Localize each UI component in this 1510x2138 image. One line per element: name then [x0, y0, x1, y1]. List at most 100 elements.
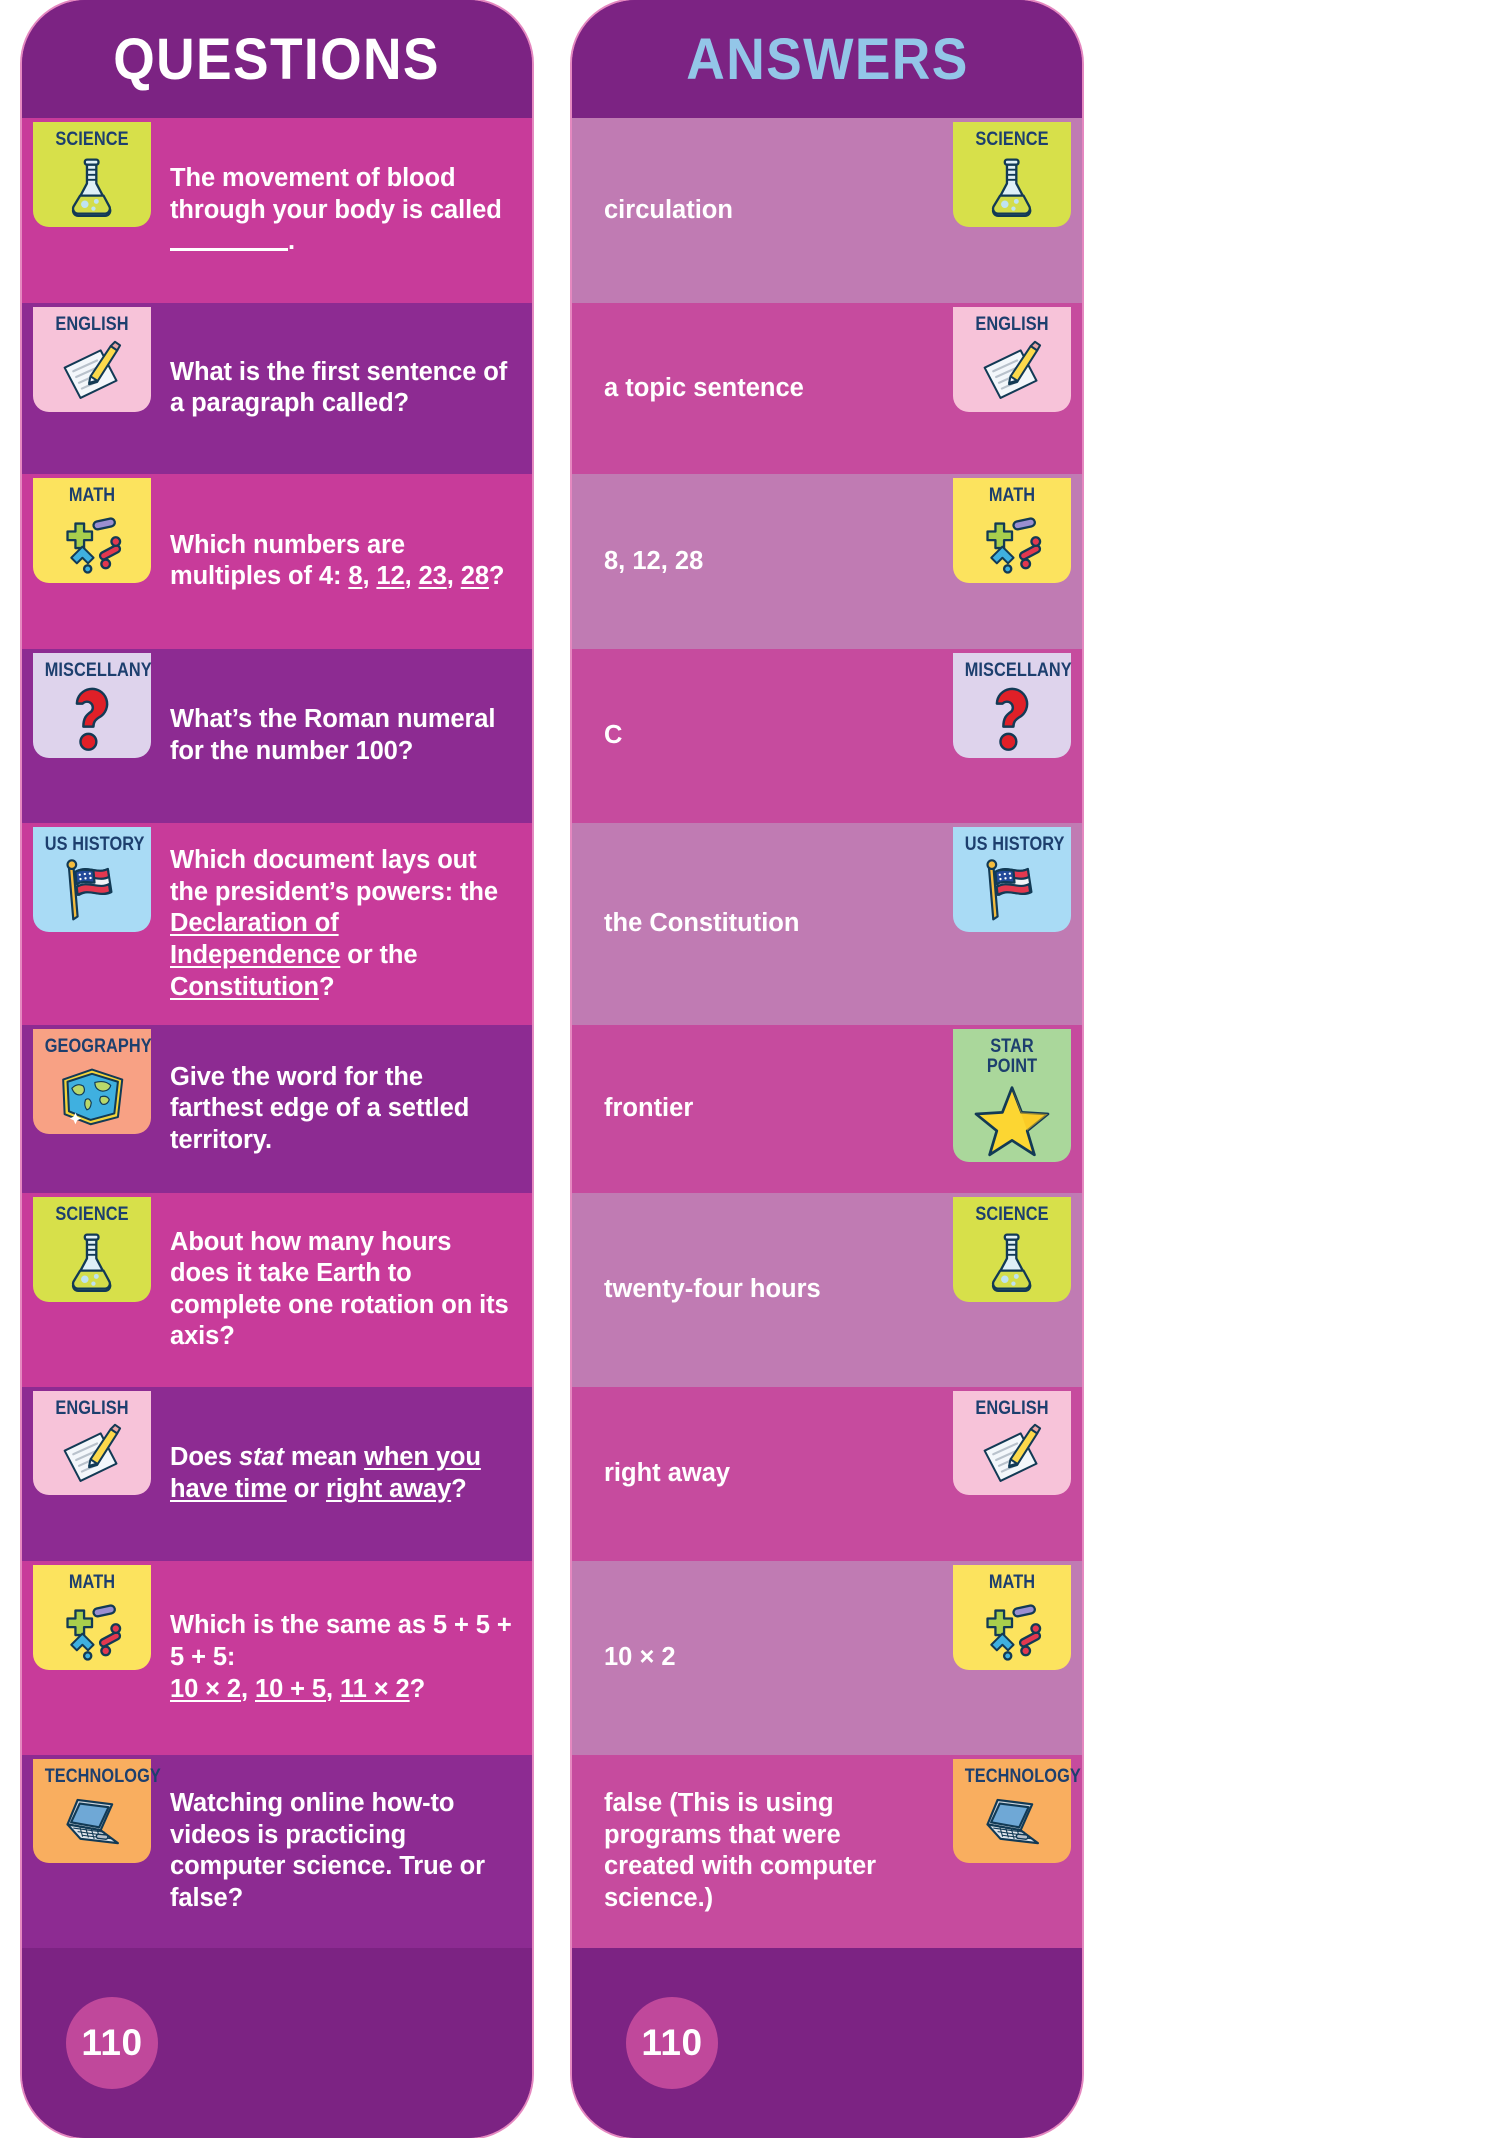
subject-badge-cell: TECHNOLOGY	[22, 1755, 162, 1948]
page-number-badge: 110	[66, 1997, 158, 2089]
question-text: Which numbers are multiples of 4: 8, 12,…	[170, 530, 505, 591]
question-row: SCIENCE About how many hours does it tak…	[22, 1193, 532, 1387]
subject-badge-math: MATH	[33, 478, 151, 584]
question-text-cell: Does stat mean when you have time or rig…	[162, 1387, 532, 1562]
question-row: MATH Which numbers are multiples of 4: 8…	[22, 474, 532, 649]
subject-badge-star-point: STAR POINT	[953, 1029, 1071, 1163]
subject-badge-english: ENGLISH	[953, 1390, 1071, 1496]
subject-badge-label: US HISTORY	[964, 834, 1065, 856]
answer-text: false (This is using programs that were …	[604, 1789, 877, 1912]
subject-badge-us-history: US HISTORY	[33, 827, 151, 933]
subject-badge-label: SCIENCE	[55, 1204, 129, 1226]
question-row: MATH Which is the same as 5 + 5 + 5 + 5:…	[22, 1561, 532, 1755]
subject-badge-cell: GEOGRAPHY	[22, 1025, 162, 1193]
subject-badge-label: MISCELLANY	[44, 659, 152, 681]
subject-badge-cell: ENGLISH	[942, 303, 1082, 474]
question-row: SCIENCE The movement of blood through yo…	[22, 118, 532, 303]
subject-badge-technology: TECHNOLOGY	[953, 1758, 1081, 1864]
subject-badge-label: GEOGRAPHY	[44, 1036, 152, 1058]
question-text: Watching online how-to videos is practic…	[170, 1789, 485, 1912]
question-text: What’s the Roman numeral for the number …	[170, 705, 496, 765]
answer-text-cell: twenty-four hours	[572, 1193, 942, 1386]
subject-badge-technology: TECHNOLOGY	[33, 1758, 161, 1864]
subject-badge-english: ENGLISH	[33, 306, 151, 412]
question-text: Does stat mean when you have time or rig…	[170, 1443, 481, 1503]
questions-card: QUESTIONS SCIENCE The movement of blood …	[22, 0, 532, 2138]
question-text: The movement of blood through your body …	[170, 164, 502, 256]
answer-text: 10 × 2	[604, 1643, 676, 1672]
question-row: MISCELLANY What’s the Roman numeral for …	[22, 648, 532, 824]
question-text-cell: Which document lays out the president’s …	[162, 823, 532, 1025]
subject-badge-label: ENGLISH	[55, 313, 129, 335]
answer-text: twenty-four hours	[604, 1274, 821, 1303]
answer-text-cell: circulation	[572, 118, 942, 303]
answer-text-cell: the Constitution	[572, 823, 942, 1025]
subject-badge-miscellany: MISCELLANY	[33, 652, 152, 758]
subject-badge-cell: SCIENCE	[22, 118, 162, 303]
subject-badge-label: MATH	[988, 485, 1036, 507]
world-map-icon	[62, 1068, 124, 1126]
subject-badge-math: MATH	[33, 1565, 151, 1671]
question-text: Which document lays out the president’s …	[170, 846, 498, 1001]
question-text: Which is the same as 5 + 5 + 5 + 5: 10 × …	[170, 1611, 512, 1703]
subject-badge-label: TECHNOLOGY	[964, 1765, 1081, 1787]
subject-badge-label: SCIENCE	[55, 129, 129, 150]
subject-badge-cell: SCIENCE	[942, 1193, 1082, 1386]
answer-text-cell: right away	[572, 1387, 942, 1562]
subject-badge-cell: MATH	[942, 474, 1082, 649]
answer-text: 8, 12, 28	[604, 546, 704, 575]
paper-pencil-icon	[63, 1424, 122, 1483]
math-symbols-icon	[986, 517, 1042, 574]
math-symbols-icon	[66, 1604, 122, 1661]
question-text-cell: Give the word for the farthest edge of a…	[162, 1025, 532, 1193]
answer-row: right away ENGLISH	[572, 1386, 1082, 1562]
subject-badge-cell: MATH	[942, 1561, 1082, 1754]
question-text-cell: What’s the Roman numeral for the number …	[162, 649, 532, 824]
answers-card: ANSWERS circulation SCIENCE a topic sente…	[572, 0, 1082, 2138]
star-icon	[974, 1086, 1050, 1157]
question-text-cell: Watching online how-to videos is practic…	[162, 1755, 532, 1948]
question-row: ENGLISH Does stat mean when you have tim…	[22, 1386, 532, 1562]
answer-text-cell: C	[572, 649, 942, 824]
flask-icon	[991, 1233, 1032, 1292]
answer-text: circulation	[604, 195, 733, 224]
subject-badge-label: SCIENCE	[975, 1204, 1049, 1226]
laptop-icon	[986, 1799, 1039, 1845]
subject-badge-cell: US HISTORY	[22, 823, 162, 1025]
subject-badge-science: SCIENCE	[953, 1197, 1071, 1302]
question-mark-icon	[995, 687, 1029, 751]
subject-badge-english: ENGLISH	[953, 306, 1071, 412]
paper-pencil-icon	[983, 1424, 1042, 1483]
subject-badge-science: SCIENCE	[33, 1197, 151, 1302]
question-text: Give the word for the farthest edge of a…	[170, 1062, 470, 1154]
subject-badge-label: ENGLISH	[55, 1397, 129, 1419]
laptop-icon	[66, 1799, 119, 1845]
flask-icon	[991, 158, 1032, 217]
subject-badge-geography: GEOGRAPHY	[33, 1029, 152, 1135]
subject-badge-cell: TECHNOLOGY	[942, 1755, 1082, 1948]
answer-text: right away	[604, 1459, 731, 1487]
subject-badge-cell: ENGLISH	[22, 1387, 162, 1562]
subject-badge-label: ENGLISH	[975, 1397, 1049, 1419]
answer-row: 10 × 2 MATH	[572, 1561, 1082, 1755]
subject-badge-math: MATH	[953, 478, 1071, 584]
subject-badge-miscellany: MISCELLANY	[953, 652, 1072, 758]
question-text-cell: Which is the same as 5 + 5 + 5 + 5: 10 × …	[162, 1561, 532, 1754]
questions-row-list: SCIENCE The movement of blood through yo…	[22, 118, 532, 1948]
question-mark-icon	[75, 687, 109, 751]
usa-flag-icon	[66, 859, 113, 921]
answer-text-cell: false (This is using programs that were …	[572, 1755, 942, 1948]
paper-pencil-icon	[63, 340, 122, 399]
flask-icon	[71, 1233, 112, 1292]
subject-badge-label: MISCELLANY	[964, 659, 1072, 681]
questions-footer: 110	[22, 1948, 532, 2138]
questions-header: QUESTIONS	[22, 0, 532, 118]
usa-flag-icon	[986, 859, 1033, 921]
answers-footer: 110	[572, 1948, 1082, 2138]
subject-badge-label: MATH	[68, 1572, 116, 1594]
page-number-badge: 110	[626, 1997, 718, 2089]
flask-icon	[71, 158, 112, 217]
subject-badge-label: ENGLISH	[975, 313, 1049, 335]
question-row: ENGLISH What is the first sentence of a …	[22, 302, 532, 475]
subject-badge-english: ENGLISH	[33, 1390, 151, 1496]
